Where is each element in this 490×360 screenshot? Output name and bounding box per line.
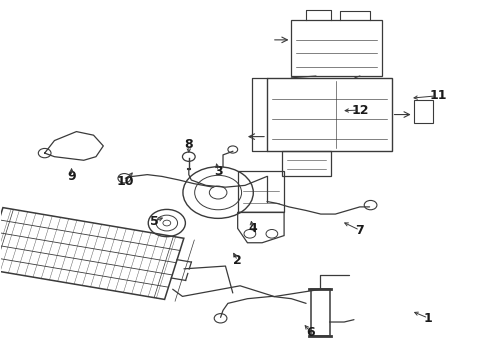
Bar bbox=[267, 78, 392, 151]
Bar bbox=[311, 289, 330, 336]
Bar bbox=[238, 171, 284, 212]
Bar bbox=[292, 21, 382, 76]
Text: 3: 3 bbox=[214, 165, 222, 177]
Bar bbox=[414, 100, 433, 123]
Text: 1: 1 bbox=[424, 311, 433, 325]
Text: 11: 11 bbox=[429, 89, 447, 102]
Text: 9: 9 bbox=[67, 170, 76, 183]
Text: 8: 8 bbox=[185, 138, 193, 150]
Text: 6: 6 bbox=[307, 326, 315, 339]
Text: 10: 10 bbox=[117, 175, 134, 188]
Text: 5: 5 bbox=[150, 215, 159, 228]
Text: 12: 12 bbox=[351, 104, 368, 117]
Text: 2: 2 bbox=[233, 254, 242, 267]
Text: 7: 7 bbox=[355, 224, 364, 237]
Bar bbox=[282, 151, 331, 176]
Text: 4: 4 bbox=[248, 222, 257, 235]
